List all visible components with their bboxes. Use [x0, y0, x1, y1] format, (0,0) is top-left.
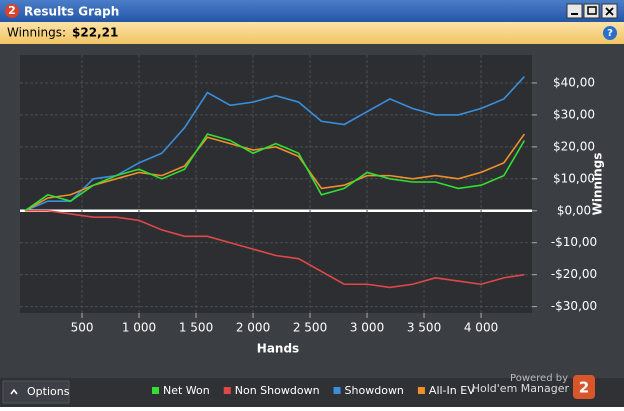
series-line: [25, 209, 525, 289]
help-text: ?: [607, 28, 613, 39]
winnings-label: Winnings:: [7, 26, 66, 40]
y-tick-label: $10,00: [553, 171, 595, 185]
title-bar: [0, 0, 624, 22]
window-title: Results Graph: [24, 5, 119, 19]
x-tick-label: 2 500: [293, 321, 327, 335]
series-line: [24, 76, 525, 212]
legend-label: Showdown: [345, 384, 404, 397]
y-tick-label: $0,00: [557, 203, 591, 217]
legend-label: All-In EV: [429, 384, 475, 397]
legend: Net Won Non Showdown Showdown All-In EV: [152, 384, 475, 397]
legend-label: Net Won: [163, 384, 210, 397]
maximize-glyph: [587, 6, 597, 15]
winnings-bar: [0, 22, 624, 44]
x-tick-label: 1 500: [179, 321, 213, 335]
winnings-value: $22,21: [72, 26, 118, 40]
brand-logo: [573, 375, 595, 399]
options-text: Options: [27, 385, 70, 398]
plot-area: [20, 55, 532, 313]
legend-swatch: [223, 387, 231, 394]
x-tick-label: 500: [71, 321, 94, 335]
close-glyph: [605, 7, 614, 16]
y-axis-label: Winnings: [591, 153, 605, 216]
y-tick-label: -$10,00: [551, 235, 597, 249]
app-icon-text: 2: [8, 4, 16, 17]
brand-logo-text: 2: [579, 379, 589, 397]
bottom-bar: [0, 378, 624, 407]
app-icon: [5, 4, 19, 18]
x-tick-label: 3 500: [407, 321, 441, 335]
minimize-button[interactable]: [566, 3, 583, 19]
y-tick-label: $20,00: [553, 139, 595, 153]
x-tick-label: 1 000: [122, 321, 156, 335]
legend-swatch: [417, 387, 425, 394]
legend-swatch: [152, 387, 159, 394]
brand: Hold'em Manager: [472, 382, 570, 395]
legend-label: Non Showdown: [235, 384, 320, 397]
y-tick-label: -$20,00: [551, 267, 597, 281]
series-line: [24, 133, 526, 212]
options-button[interactable]: [2, 380, 70, 404]
y-tick-label: -$30,00: [551, 299, 597, 313]
x-axis-label: Hands: [257, 342, 299, 356]
x-tick-label: 4 000: [464, 321, 498, 335]
options-arrow: [10, 388, 18, 395]
y-tick-label: $40,00: [553, 75, 595, 89]
x-tick-label: 3 000: [350, 321, 384, 335]
series-line: [24, 133, 526, 212]
x-tick-label: 2 000: [236, 321, 270, 335]
plot: [20, 55, 532, 313]
y-tick-label: $30,00: [553, 107, 595, 121]
powered-by: Powered by: [510, 373, 568, 384]
legend-swatch: [333, 387, 341, 394]
help-button[interactable]: [603, 26, 617, 40]
